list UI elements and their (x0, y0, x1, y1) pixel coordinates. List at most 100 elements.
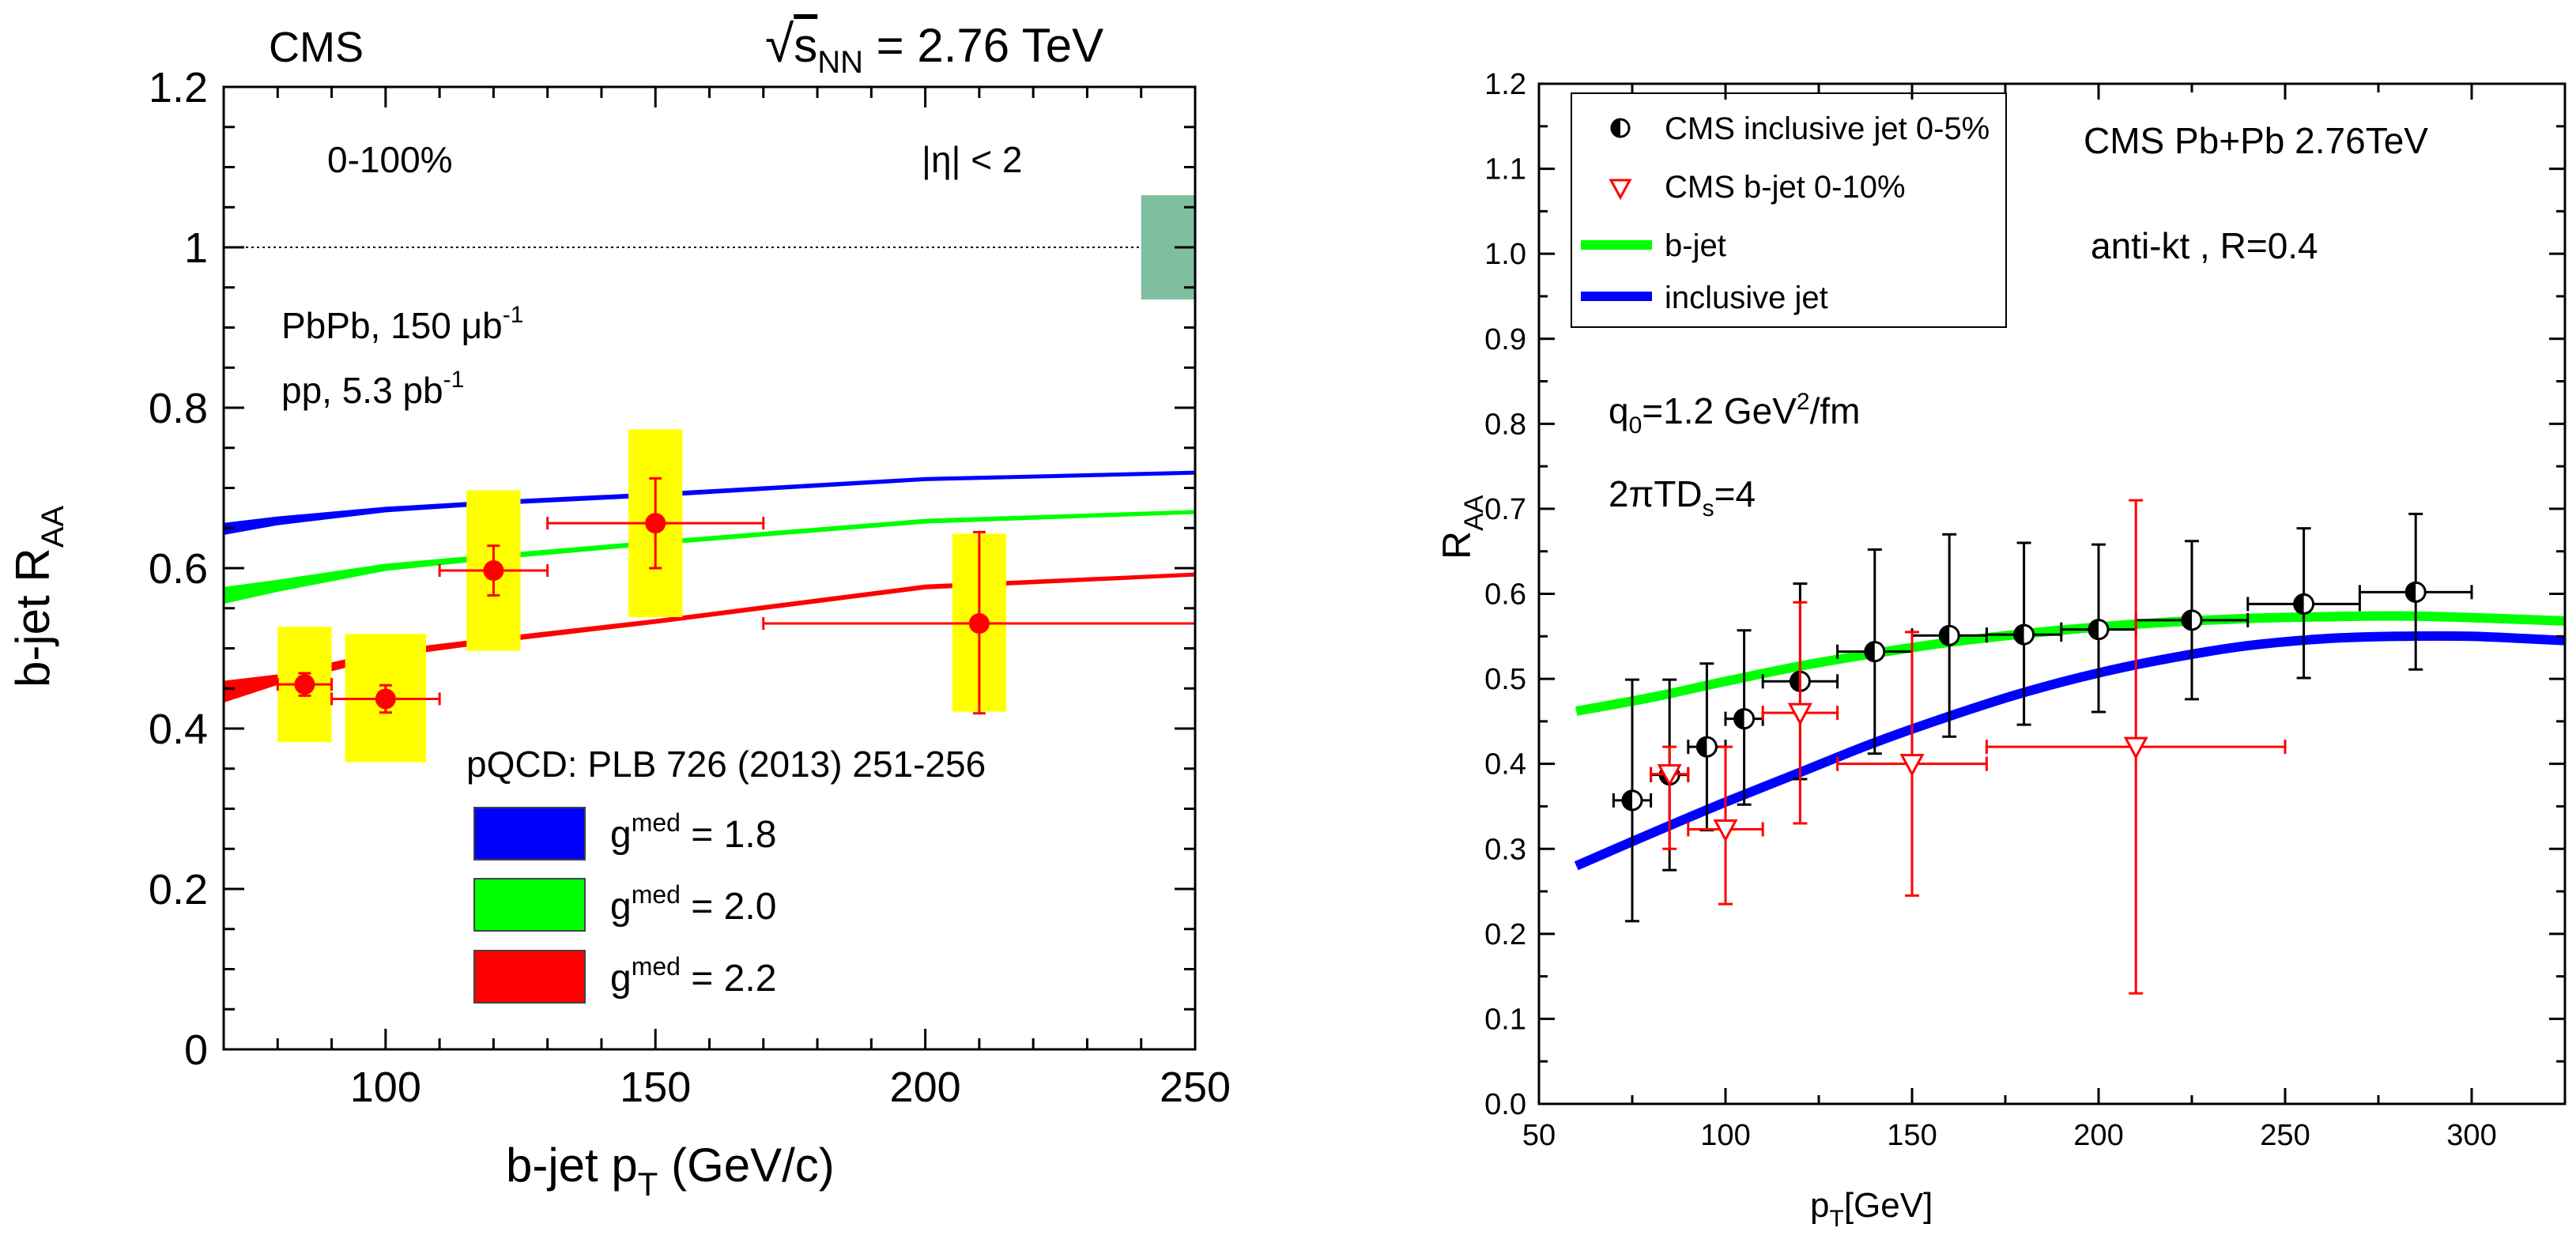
bjet-point-1 (330, 684, 441, 714)
x-tick-label: 50 (1522, 1119, 1556, 1152)
x-tick-label: 100 (350, 1064, 421, 1111)
y-tick-label: 1.1 (1484, 153, 1526, 186)
x-tick-label: 200 (890, 1064, 961, 1111)
marker-half-fill (1734, 709, 1744, 729)
marker-half-fill (2406, 582, 2416, 602)
y-tick-label: 0 (184, 1026, 208, 1074)
cms-label: CMS (269, 24, 364, 71)
bjet-point-1 (1687, 745, 1764, 906)
x-tick-label: 100 (1700, 1119, 1750, 1152)
pbpb-luminosity-label: PbPb, 150 μb-1 (281, 302, 523, 346)
legend-label-bjet-data: CMS b-jet 0-10% (1665, 170, 1906, 205)
inclusive-point-11 (2358, 512, 2473, 671)
inclusive-point-10 (2246, 527, 2361, 680)
bjet-point-4 (762, 530, 1197, 715)
inclusive-point-0 (1612, 678, 1653, 923)
marker-down-triangle (1657, 764, 1682, 787)
marker-half-fill (1865, 642, 1875, 661)
jet-algorithm-label: anti-kt , R=0.4 (2091, 225, 2318, 266)
y-tick-label: 1.0 (1484, 238, 1526, 271)
y-tick-label: 0.6 (149, 545, 208, 593)
y-tick-label: 0.0 (1484, 1088, 1526, 1121)
y-tick-label: 0.4 (1484, 748, 1526, 781)
marker-down-triangle (2123, 736, 2148, 760)
inclusive-point-3 (1724, 629, 1764, 806)
legend-swatch-gmed-2.2 (473, 950, 586, 1004)
bjet-point-3 (1836, 631, 1988, 897)
bjet-point-0 (1650, 745, 1690, 850)
marker-half-fill (1790, 672, 1801, 691)
marker-half-fill (1623, 790, 1632, 810)
marker-half-fill (1697, 737, 1707, 757)
theory-band-0 (222, 470, 1197, 536)
marker-down-triangle (1713, 819, 1738, 842)
bjet-point-2 (438, 544, 549, 597)
legend-label-inclusive-data: CMS inclusive jet 0-5% (1665, 111, 1990, 146)
inclusive-point-9 (2134, 540, 2250, 701)
eta-cut-label: |η| < 2 (922, 139, 1023, 180)
data-marker (294, 674, 315, 695)
theory-band-1 (222, 510, 1197, 604)
inclusive-point-8 (2060, 543, 2137, 714)
legend-label-gmed-2.0: gmed = 2.0 (610, 880, 776, 928)
x-tick-label: 300 (2446, 1119, 2496, 1152)
collision-energy-label: √sNN = 2.76 TeV (765, 14, 1103, 80)
legend-inclusive-marker-icon (1610, 118, 1631, 138)
left-legend: gmed = 1.8 gmed = 2.0 gmed = 2.2 (473, 807, 776, 1004)
inclusive-point-5 (1836, 548, 1914, 755)
right-panel: 50 100 150 200 250 300 0.0 0.1 0.2 0.3 0.4 0.5 0.6 0.… (1435, 68, 2567, 1232)
bjet-point-0 (276, 672, 334, 697)
legend-label-bjet-curve: b-jet (1665, 228, 1726, 263)
right-legend-box (1571, 92, 2007, 328)
y-tick-label: 0.2 (1484, 918, 1526, 951)
legend-swatch-gmed-1.8 (473, 807, 586, 861)
y-tick-label: 0.9 (1484, 323, 1526, 356)
system-label: CMS Pb+Pb 2.76TeV (2084, 120, 2428, 161)
theory-reference-label: pQCD: PLB 726 (2013) 251-256 (466, 744, 986, 785)
marker-half-fill (1940, 626, 1950, 646)
y-tick-label: 0.6 (1484, 578, 1526, 612)
y-tick-label: 0.3 (1484, 833, 1526, 866)
legend-bjet-triangle-icon (1609, 179, 1632, 201)
marker-half-fill (2294, 594, 2304, 614)
right-y-axis-title: RAA (1435, 495, 1489, 559)
left-panel: 100 150 200 250 0 0.2 0.4 0.6 0.8 1 1.2 CMS √sNN =… (6, 14, 1231, 1203)
bjet-point-4 (1985, 499, 2287, 995)
y-tick-label: 0.4 (149, 706, 208, 753)
x-tick-label: 150 (620, 1064, 691, 1111)
y-tick-label: 0.1 (1484, 1003, 1526, 1036)
qhat-parameter-label: q0=1.2 GeV2/fm (1609, 389, 1861, 439)
centrality-label: 0-100% (327, 139, 453, 180)
y-tick-label: 0.5 (1484, 663, 1526, 696)
legend-label-gmed-2.2: gmed = 2.2 (610, 952, 776, 1000)
data-marker (483, 560, 504, 582)
legend-label-inclusive-curve: inclusive jet (1665, 281, 1828, 315)
right-x-axis-title: pT[GeV] (1810, 1186, 1933, 1232)
legend-swatch-gmed-2.0 (473, 878, 586, 932)
marker-down-triangle (1899, 754, 1925, 777)
data-marker (968, 613, 990, 635)
y-tick-label: 0.8 (149, 385, 208, 432)
right-axis-ticks: 50 100 150 200 250 300 0.0 0.1 0.2 0.3 0.4 0.5 0.6 0.… (1484, 68, 2567, 1152)
y-tick-label: 1.2 (149, 64, 208, 111)
y-tick-label: 1 (184, 224, 208, 272)
right-bjet-points (1650, 499, 2287, 995)
x-tick-label: 250 (1160, 1064, 1231, 1111)
x-tick-label: 200 (2073, 1119, 2123, 1152)
right-inclusive-jet-points (1612, 512, 2473, 923)
marker-half-fill (2014, 625, 2024, 645)
marker-half-fill (2089, 620, 2099, 639)
left-axis-ticks: 100 150 200 250 0 0.2 0.4 0.6 0.8 1 1.2 (149, 64, 1231, 1111)
inclusive-point-7 (1985, 541, 2063, 726)
x-tick-label: 250 (2260, 1119, 2310, 1152)
pp-luminosity-label: pp, 5.3 pb-1 (281, 367, 464, 411)
legend-label-gmed-1.8: gmed = 1.8 (610, 808, 776, 856)
y-tick-label: 0.2 (149, 866, 208, 913)
diffusion-parameter-label: 2πTDs=4 (1609, 473, 1756, 522)
marker-half-fill (2182, 610, 2192, 630)
marker-down-triangle (1787, 702, 1812, 726)
left-bjet-data-points (276, 476, 1197, 715)
left-x-axis-title: b-jet pT (GeV/c) (506, 1139, 835, 1203)
x-tick-label: 150 (1887, 1119, 1937, 1152)
